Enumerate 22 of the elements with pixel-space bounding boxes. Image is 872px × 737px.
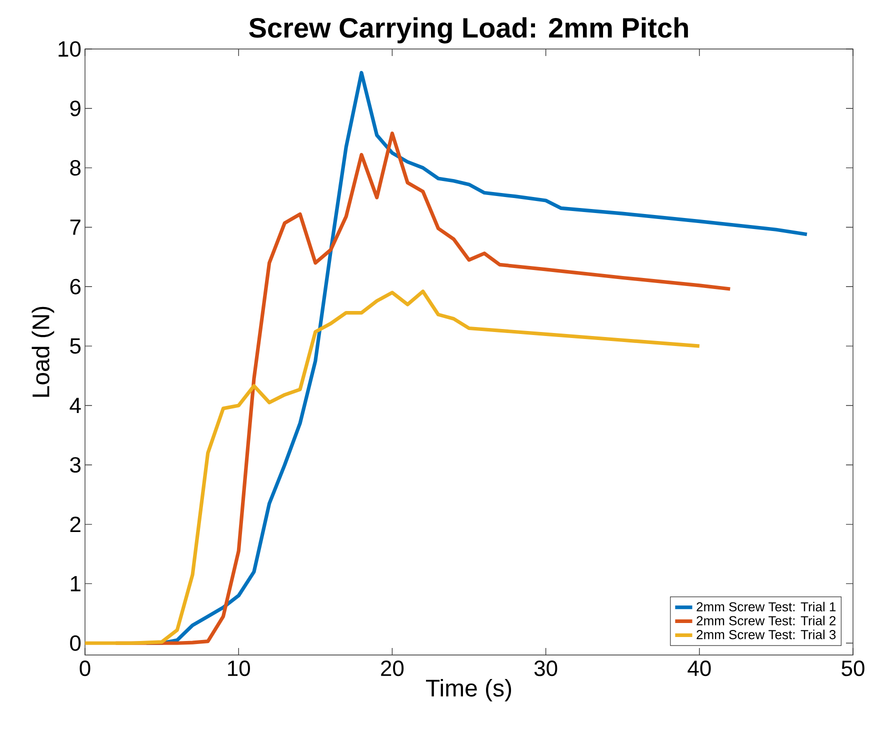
legend-label: 2mm Screw Test: Trial 1 [696,602,836,612]
y-tick-label: 0 [70,635,81,651]
y-axis-title: Load (N) [32,306,54,397]
y-tick-label: 7 [70,220,80,235]
y-tick-label: 10 [58,41,81,57]
y-tick-label: 3 [70,457,81,473]
x-tick-label: 30 [534,660,558,676]
y-tick-label: 6 [70,278,81,294]
y-tick-label: 4 [70,398,81,414]
x-tick-label: 10 [228,660,250,676]
x-tick-label: 20 [381,660,404,676]
legend-label: 2mm Screw Test: Trial 2 [696,616,836,626]
x-tick-label: 40 [688,660,711,676]
chart-title: Screw Carrying Load: 2mm Pitch [249,17,688,44]
y-tick-label: 5 [70,338,81,354]
y-tick-label: 1 [70,576,80,592]
y-tick-label: 2 [70,516,80,532]
y-tick-label: 8 [70,160,81,176]
y-tick-label: 9 [70,100,80,116]
x-axis-title: Time (s) [426,678,512,702]
legend-label: 2mm Screw Test: Trial 3 [696,630,836,640]
x-tick-label: 50 [842,660,864,676]
